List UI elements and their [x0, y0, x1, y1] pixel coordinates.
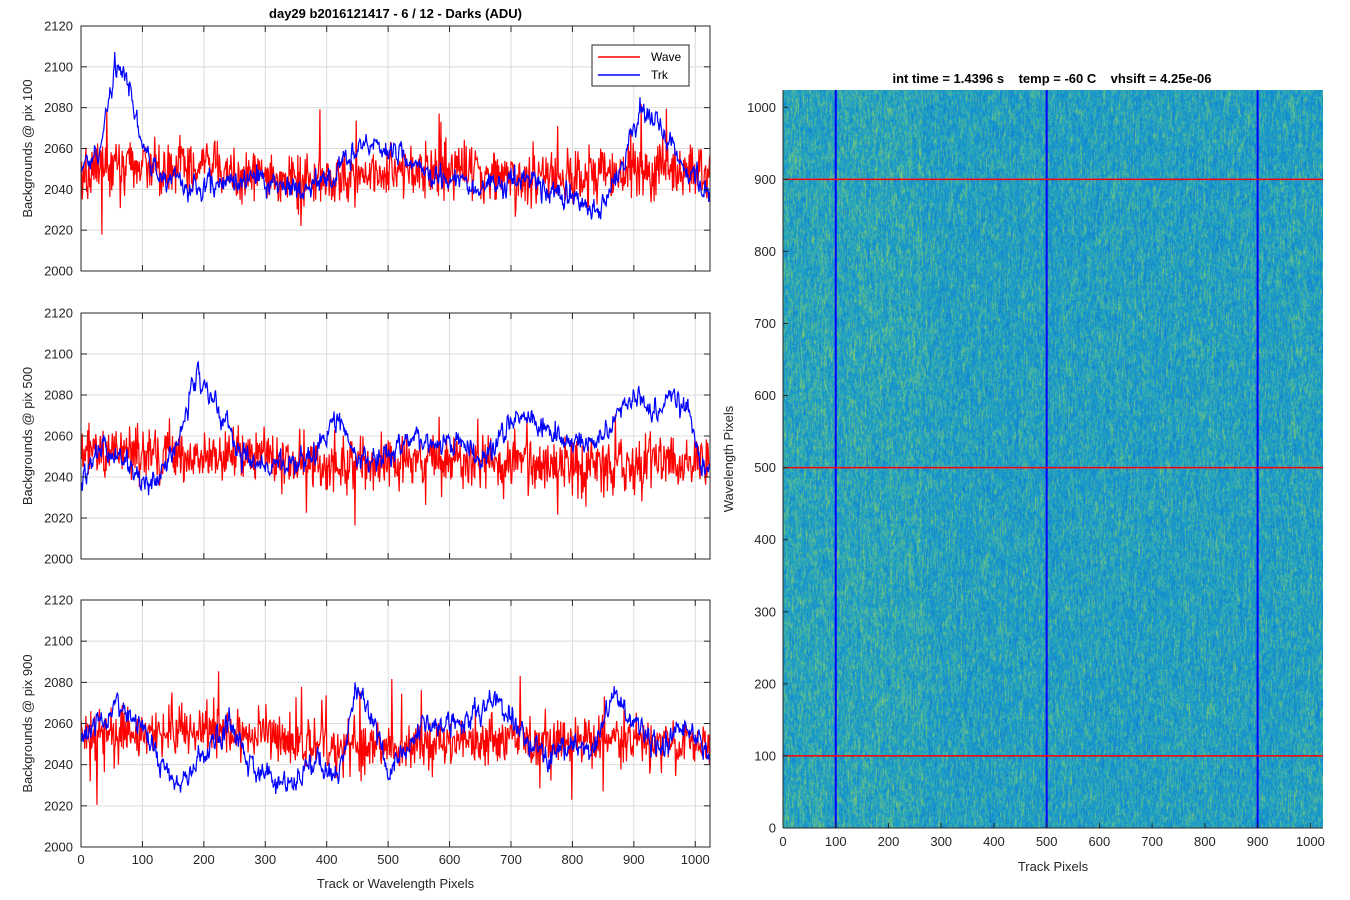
series-line-wave [81, 671, 710, 805]
x-tick-label: 100 [825, 834, 847, 849]
legend-label-trk: Trk [651, 68, 669, 82]
figure-title: day29 b2016121417 - 6 / 12 - Darks (ADU) [269, 6, 522, 21]
series-line-trk [81, 51, 710, 220]
y-tick-label: 900 [754, 172, 776, 187]
y-tick-label: 2100 [44, 347, 73, 362]
y-tick-label: 2060 [44, 716, 73, 731]
x-tick-label: 300 [254, 852, 276, 867]
y-tick-label: 2100 [44, 59, 73, 74]
series-line-trk [81, 682, 710, 794]
y-tick-label: 2120 [44, 306, 73, 321]
plot-panel-pix-500: 2000 2020 2040 2060 2080 2100 2120 Backgrounds … [20, 306, 711, 567]
legend-box [591, 44, 690, 87]
x-tick-label: 600 [1089, 834, 1111, 849]
y-tick-label: 1000 [747, 100, 776, 115]
y-tick-label: 2080 [44, 100, 73, 115]
x-tick-label: 700 [1141, 834, 1163, 849]
x-tick-label: 1000 [1296, 834, 1325, 849]
x-tick-label: 600 [439, 852, 461, 867]
y-tick-label: 100 [754, 748, 776, 763]
plot-panel-pix-900: 0 100 200 300 400 500 600 700 800 900 1000 2000 2020… [20, 593, 711, 891]
image-panel: 0 100 200 300 400 500 600 700 800 900 1000 0 100 200 3… [721, 90, 1325, 874]
y-tick-label: 300 [754, 604, 776, 619]
x-tick-label: 1000 [681, 852, 710, 867]
x-tick-label: 700 [500, 852, 522, 867]
x-tick-label: 900 [1247, 834, 1269, 849]
y-tick-label: 2020 [44, 798, 73, 813]
y-tick-label: 2000 [44, 552, 73, 567]
y-tick-label: 2040 [44, 470, 73, 485]
y-tick-label: 400 [754, 532, 776, 547]
x-tick-label: 100 [132, 852, 154, 867]
series-line-trk [81, 360, 710, 496]
y-tick-label: 2100 [44, 634, 73, 649]
x-axis-label: Track Pixels [1018, 859, 1089, 874]
image-title: int time = 1.4396 s temp = -60 C vhsift … [892, 71, 1211, 86]
y-tick-label: 600 [754, 388, 776, 403]
y-tick-label: 200 [754, 676, 776, 691]
x-tick-label: 0 [779, 834, 786, 849]
y-axis-label: Backgrounds @ pix 900 [20, 654, 35, 792]
y-axis-label: Backgrounds @ pix 500 [20, 367, 35, 505]
legend-label-wave: Wave [651, 50, 682, 64]
y-tick-label: 2040 [44, 757, 73, 772]
y-tick-label: 800 [754, 244, 776, 259]
y-tick-label: 2000 [44, 840, 73, 855]
y-tick-label: 2000 [44, 264, 73, 279]
x-tick-label: 0 [77, 852, 84, 867]
x-tick-label: 200 [878, 834, 900, 849]
y-tick-label: 2080 [44, 388, 73, 403]
x-tick-label: 900 [623, 852, 645, 867]
x-tick-label: 500 [377, 852, 399, 867]
y-tick-label: 2020 [44, 511, 73, 526]
x-tick-label: 300 [930, 834, 952, 849]
y-tick-label: 2120 [44, 19, 73, 34]
y-tick-label: 700 [754, 316, 776, 331]
y-tick-label: 500 [754, 460, 776, 475]
y-tick-label: 2120 [44, 593, 73, 608]
x-tick-label: 400 [316, 852, 338, 867]
y-tick-label: 2060 [44, 141, 73, 156]
y-axis-label: Wavelength Pixels [721, 405, 736, 512]
background-image-map [783, 90, 1323, 828]
legend: Wave Trk [591, 44, 690, 87]
y-tick-label: 0 [769, 821, 776, 836]
y-tick-label: 2020 [44, 223, 73, 238]
x-axis-label: Track or Wavelength Pixels [317, 876, 475, 891]
x-tick-label: 800 [562, 852, 584, 867]
series-line-wave [81, 104, 710, 235]
y-tick-label: 2040 [44, 182, 73, 197]
x-tick-label: 500 [1036, 834, 1058, 849]
y-axis-label: Backgrounds @ pix 100 [20, 79, 35, 217]
x-tick-label: 400 [983, 834, 1005, 849]
y-tick-label: 2060 [44, 429, 73, 444]
x-tick-label: 800 [1194, 834, 1216, 849]
y-tick-label: 2080 [44, 675, 73, 690]
x-tick-label: 200 [193, 852, 215, 867]
